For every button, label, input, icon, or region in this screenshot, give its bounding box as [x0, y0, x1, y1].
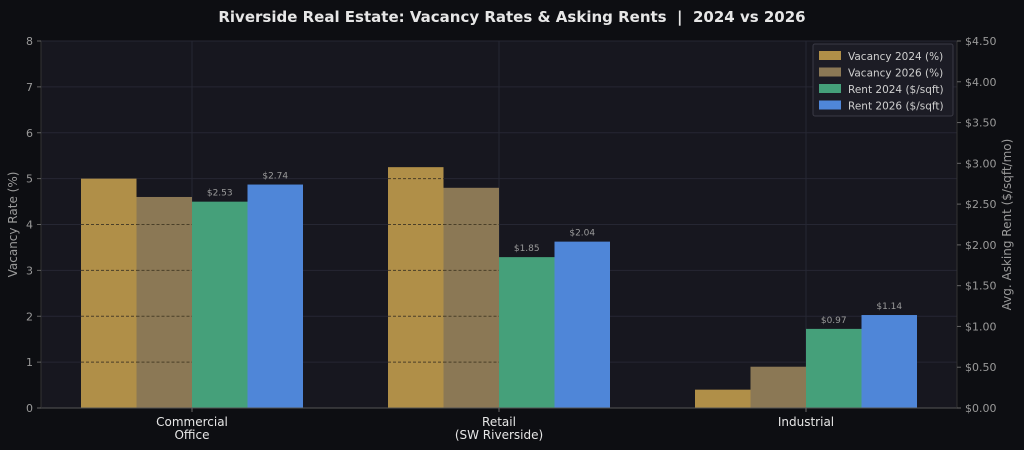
bar	[136, 196, 192, 408]
x-tick-label: Office	[174, 428, 209, 442]
x-tick-label: Retail	[482, 415, 516, 429]
y-tick-label-right: $2.00	[965, 239, 997, 252]
bar	[554, 241, 610, 408]
y-axis-left-label: Vacancy Rate (%)	[6, 172, 20, 278]
data-labels: $2.53 $1.85 $0.97 $2.74 $2.04 $1.14	[207, 172, 903, 326]
bar	[247, 184, 303, 408]
y-axis-right-label: Avg. Asking Rent ($/sqft/mo)	[1000, 139, 1014, 311]
y-tick-label-right: $0.00	[965, 402, 997, 415]
legend-box	[812, 43, 954, 117]
bar-value-label: $2.74	[262, 172, 288, 182]
y-tick-label-left: 7	[26, 81, 33, 94]
bar-value-label: $1.14	[876, 302, 902, 312]
y-tick-label-left: 5	[26, 173, 33, 186]
x-tick-label: Commercial	[156, 415, 228, 429]
legend-swatch	[819, 67, 841, 77]
y-tick-label-right: $3.00	[965, 157, 997, 170]
y-tick-label-right: $0.50	[965, 361, 997, 374]
bar-value-label: $1.85	[514, 244, 540, 254]
x-tick-label: (SW Riverside)	[455, 428, 543, 442]
bar	[81, 178, 137, 408]
bars	[81, 167, 917, 408]
y-tick-label-left: 3	[26, 264, 33, 277]
y-tick-label-left: 6	[26, 127, 33, 140]
bar	[192, 201, 248, 408]
legend-swatch	[819, 51, 841, 60]
y-tick-label-right: $1.50	[965, 280, 997, 293]
bar	[388, 167, 444, 408]
y-tick-label-right: $4.00	[965, 76, 997, 89]
bar	[750, 366, 806, 408]
y-tick-label-left: 2	[26, 310, 33, 323]
y-tick-label-left: 1	[26, 356, 33, 369]
bar-value-label: $2.53	[207, 189, 233, 199]
legend-label: Vacancy 2026 (%)	[848, 68, 943, 80]
y-tick-label-left: 0	[26, 402, 33, 415]
legend-label: Rent 2024 ($/sqft)	[848, 84, 944, 96]
axes: 0 1 2 3 4 5 6 7 8 $0.00 $0.50 $1.00 $1.50 $2.00 $2.50 $…	[26, 35, 997, 442]
legend: Vacancy 2024 (%) Vacancy 2026 (%) Rent 202…	[812, 43, 954, 117]
y-tick-label-left: 8	[26, 35, 33, 48]
chart-title: Riverside Real Estate: Vacancy Rates & A…	[218, 8, 805, 27]
y-tick-label-left: 4	[26, 219, 33, 232]
legend-swatch	[819, 100, 841, 110]
y-tick-label-right: $2.50	[965, 198, 997, 211]
legend-label: Vacancy 2024 (%)	[848, 51, 943, 63]
bar	[861, 315, 917, 408]
bar-value-label: $0.97	[821, 316, 847, 326]
legend-swatch	[819, 84, 841, 93]
y-tick-label-right: $1.00	[965, 320, 997, 333]
bar	[443, 187, 499, 408]
x-tick-label: Industrial	[778, 415, 834, 429]
bar-value-label: $2.04	[569, 229, 595, 239]
bar	[499, 257, 555, 408]
bar	[695, 389, 751, 408]
bar	[806, 328, 862, 408]
legend-label: Rent 2026 ($/sqft)	[848, 101, 944, 113]
y-tick-label-right: $3.50	[965, 117, 997, 130]
y-tick-label-right: $4.50	[965, 35, 997, 48]
